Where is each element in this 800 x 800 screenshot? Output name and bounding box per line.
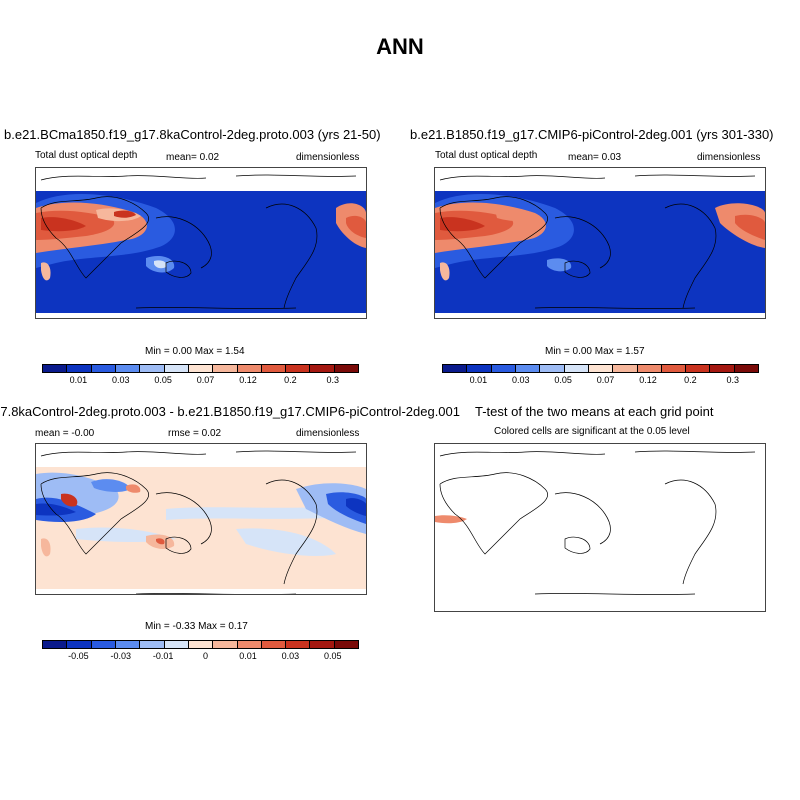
panel2-units: dimensionless — [697, 152, 761, 163]
colorbar-tick-label: 0.07 — [196, 375, 215, 385]
colorbar-swatch — [588, 365, 614, 372]
colorbar-swatch — [213, 365, 238, 372]
colorbar-swatch — [43, 365, 68, 372]
colorbar-swatch — [286, 641, 311, 648]
colorbar-swatch — [115, 365, 141, 372]
panel4-map — [434, 443, 766, 612]
panel4-subtitle: Colored cells are significant at the 0.0… — [494, 426, 690, 437]
colorbar-swatch — [67, 365, 92, 372]
colorbar-tick-label: 0.2 — [284, 375, 297, 385]
panel1-map — [35, 167, 367, 319]
colorbar-swatch — [564, 365, 589, 372]
panel1-colorbar — [42, 364, 359, 373]
colorbar-swatch — [140, 641, 165, 648]
colorbar-swatch — [213, 641, 238, 648]
colorbar-tick-label: 0.03 — [511, 375, 530, 385]
colorbar-swatch — [286, 365, 311, 372]
panel2-variable-label: Total dust optical depth — [435, 150, 538, 161]
colorbar-tick-label: -0.05 — [68, 651, 89, 661]
colorbar-tick-label: 0.12 — [239, 375, 257, 385]
panel1-units: dimensionless — [296, 152, 360, 163]
colorbar-swatch — [334, 365, 359, 372]
colorbar-tick-label: 0.3 — [726, 375, 740, 385]
colorbar-swatch — [637, 365, 662, 372]
panel3-units: dimensionless — [296, 428, 360, 439]
colorbar-swatch — [515, 365, 541, 372]
figure-title: ANN — [376, 34, 424, 59]
colorbar-swatch — [91, 641, 116, 648]
panel3-map — [35, 443, 367, 595]
colorbar-swatch — [310, 641, 335, 648]
colorbar-tick-label: 0 — [203, 651, 209, 661]
panel1-minmax: Min = 0.00 Max = 1.54 — [145, 346, 245, 357]
colorbar-swatch — [334, 641, 359, 648]
panel2-colorbar — [442, 364, 759, 373]
panel3-colorbar — [42, 640, 359, 649]
panel1-mean: mean= 0.02 — [166, 152, 220, 163]
colorbar-swatch — [140, 365, 165, 372]
colorbar-tick-label: 0.01 — [469, 375, 488, 385]
panel1-title: b.e21.BCma1850.f19_g17.8kaControl-2deg.p… — [4, 127, 381, 142]
panel3-title: b.e21.BCma1850.f19_g17.8kaControl-2deg.p… — [0, 404, 460, 419]
colorbar-swatch — [164, 641, 189, 648]
colorbar-swatch — [710, 365, 735, 372]
panel2-title: b.e21.B1850.f19_g17.CMIP6-piControl-2deg… — [410, 127, 774, 142]
colorbar-tick-label: 0.01 — [239, 651, 257, 661]
colorbar-tick-label: 0.07 — [596, 375, 615, 385]
colorbar-swatch — [91, 365, 116, 372]
panel3-minmax: Min = -0.33 Max = 0.17 — [145, 621, 248, 632]
panel2-minmax: Min = 0.00 Max = 1.57 — [545, 346, 645, 357]
colorbar-swatch — [540, 365, 565, 372]
colorbar-swatch — [491, 365, 516, 372]
panel4-title: T-test of the two means at each grid poi… — [475, 404, 714, 419]
colorbar-swatch — [115, 641, 141, 648]
colorbar-swatch — [67, 641, 92, 648]
panel2-mean: mean= 0.03 — [568, 152, 622, 163]
colorbar-swatch — [261, 365, 287, 372]
colorbar-tick-label: 0.05 — [324, 651, 342, 661]
panel3-title-clip: b.e21.BCma1850.f19_g17.8kaControl-2deg.p… — [0, 404, 460, 422]
colorbar-tick-label: -0.01 — [152, 651, 174, 661]
colorbar-tick-label: 0.2 — [684, 375, 697, 385]
colorbar-swatch — [188, 641, 214, 648]
colorbar-tick-label: 0.03 — [281, 651, 300, 661]
panel3-rmse: rmse = 0.02 — [168, 428, 222, 439]
colorbar-tick-label: 0.05 — [154, 375, 172, 385]
colorbar-swatch — [188, 365, 214, 372]
colorbar-tick-label: 0.3 — [326, 375, 340, 385]
colorbar-swatch — [43, 641, 68, 648]
colorbar-tick-label: 0.05 — [554, 375, 572, 385]
colorbar-swatch — [164, 365, 189, 372]
colorbar-swatch — [310, 365, 335, 372]
colorbar-swatch — [261, 641, 287, 648]
colorbar-swatch — [661, 365, 687, 372]
colorbar-swatch — [237, 365, 262, 372]
panel3-mean: mean = -0.00 — [35, 428, 95, 439]
colorbar-tick-label: 0.12 — [639, 375, 657, 385]
colorbar-tick-label: -0.03 — [110, 651, 132, 661]
colorbar-swatch — [443, 365, 468, 372]
panel2-map — [434, 167, 766, 319]
colorbar-swatch — [237, 641, 262, 648]
panel1-variable-label: Total dust optical depth — [35, 150, 138, 161]
colorbar-swatch — [686, 365, 711, 372]
colorbar-tick-label: 0.01 — [69, 375, 88, 385]
colorbar-swatch — [734, 365, 759, 372]
colorbar-tick-label: 0.03 — [111, 375, 130, 385]
colorbar-swatch — [467, 365, 492, 372]
colorbar-swatch — [613, 365, 638, 372]
